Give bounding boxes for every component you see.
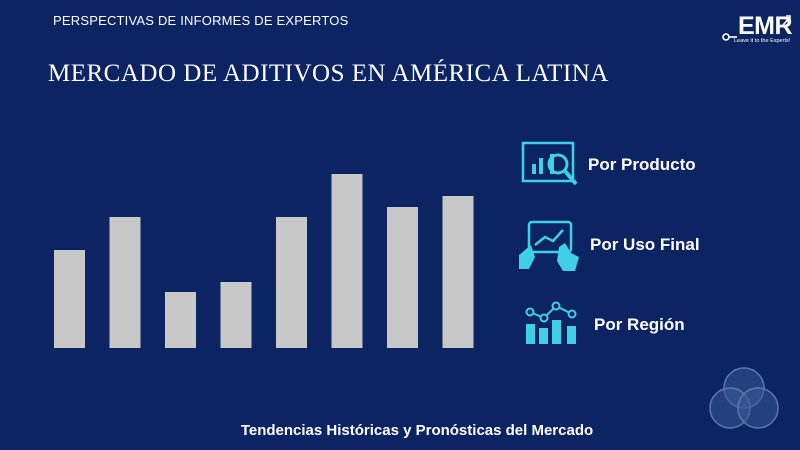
bar-2 bbox=[109, 217, 141, 348]
touch-tablet-icon bbox=[519, 220, 579, 271]
magnifier-chart-icon bbox=[521, 141, 578, 186]
bar-8 bbox=[442, 196, 474, 348]
bar-network-icon bbox=[525, 301, 577, 344]
report-perspectives-label: PERSPECTIVAS DE INFORMES DE EXPERTOS bbox=[53, 13, 349, 28]
legend-label-product: Por Producto bbox=[588, 155, 696, 174]
bar-3 bbox=[165, 292, 196, 348]
emr-logo: EMR Leave it to the Experts! bbox=[722, 12, 793, 48]
page-title: MERCADO DE ADITIVOS EN AMÉRICA LATINA bbox=[48, 60, 609, 87]
logo-text: EMR bbox=[738, 12, 793, 40]
legend-item-end-use: Por Uso Final bbox=[516, 217, 700, 272]
legend-label-region: Por Región bbox=[594, 315, 685, 334]
legend-item-region: Por Región bbox=[520, 300, 685, 350]
legend-label-end-use: Por Uso Final bbox=[590, 234, 700, 254]
overlapping-circles-icon bbox=[709, 367, 779, 429]
key-icon bbox=[722, 33, 737, 41]
logo-tagline: Leave it to the Experts! bbox=[734, 38, 791, 44]
bar-4 bbox=[220, 282, 252, 348]
bar-5 bbox=[276, 217, 307, 348]
arrow-up-icon bbox=[782, 15, 791, 26]
bar-6 bbox=[331, 174, 363, 348]
footer-caption: Tendencias Históricas y Pronósticas del … bbox=[240, 422, 594, 439]
bar-1 bbox=[54, 250, 85, 348]
legend-item-product: Por Producto bbox=[520, 140, 696, 190]
bar-chart bbox=[54, 174, 474, 348]
bar-7 bbox=[387, 207, 418, 348]
